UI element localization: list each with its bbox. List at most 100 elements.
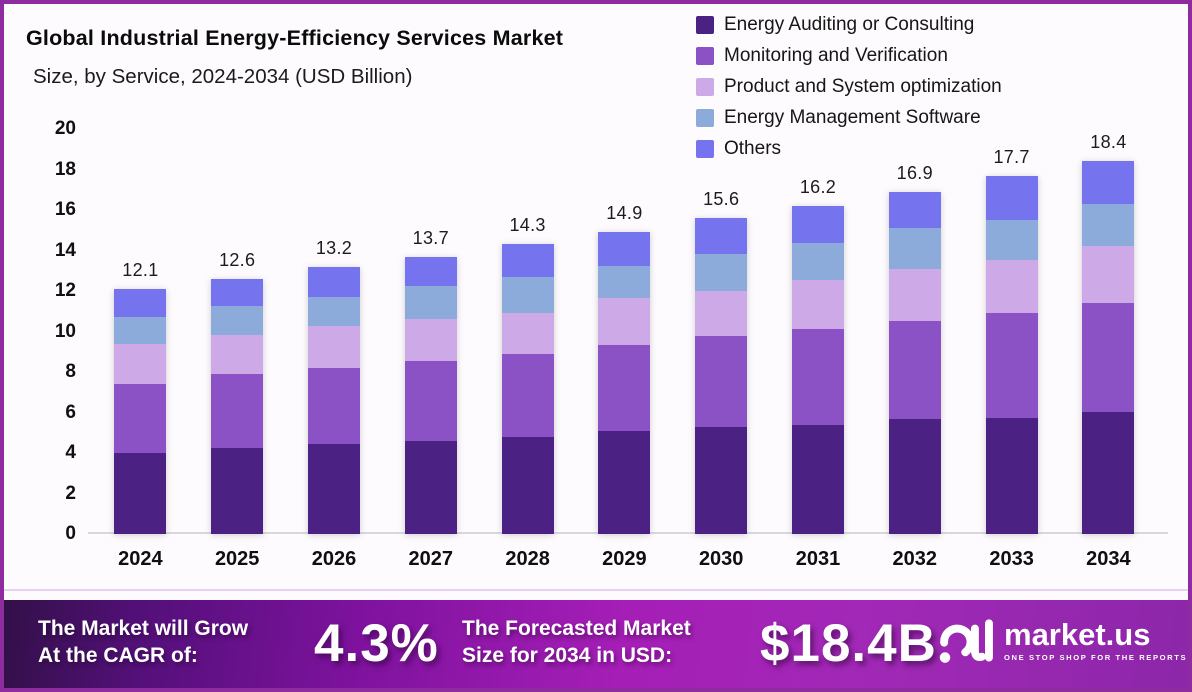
y-tick-label: 18 (54, 158, 76, 180)
bar-segment (1082, 246, 1135, 304)
bar-segment (211, 278, 264, 307)
x-axis-label: 2030 (698, 548, 744, 570)
bar-segment (985, 259, 1038, 314)
legend-item: Monitoring and Verification (696, 40, 1002, 71)
bar-segment (308, 326, 360, 368)
bar-total-label: 13.7 (412, 227, 449, 248)
stacked-bar (985, 175, 1038, 534)
y-tick-label: 12 (54, 280, 76, 301)
bar-segment (695, 335, 748, 427)
logo-text: market.us (1004, 617, 1151, 652)
stacked-bar (695, 218, 748, 534)
bar-segment (308, 266, 360, 298)
bar-segment (404, 319, 457, 361)
bar-total-label: 17.7 (993, 146, 1030, 167)
stacked-bar (211, 278, 264, 534)
bar-segment (211, 334, 264, 375)
chart-plot-area: 0 2 4 6 8 10 12 14 16 18 20 12.1 2024 12.6 2025 13.2 202… (4, 4, 1188, 688)
bar-segment (598, 265, 651, 299)
logo-wordmark: market.us ONE STOP SHOP FOR THE REPORTS (1004, 617, 1187, 663)
cagr-label: The Market will Grow At the CAGR of: (38, 615, 248, 669)
cagr-banner: The Market will Grow At the CAGR of: 4.3… (4, 600, 1188, 688)
bar-segment (114, 384, 167, 453)
bar-segment (114, 452, 167, 534)
bar-segment (985, 220, 1038, 260)
bar-segment (211, 306, 264, 335)
legend-label: Energy Management Software (724, 106, 981, 128)
bar-total-label: 13.2 (315, 237, 353, 258)
bar-total-label: 14.3 (509, 215, 546, 236)
legend-swatch (696, 46, 714, 65)
bar-segment (308, 297, 360, 327)
bar-segment (114, 317, 167, 344)
logo-glyph-icon (939, 619, 993, 663)
bar-segment (501, 313, 554, 354)
forecast-label-line2: Size for 2034 in USD: (462, 644, 673, 667)
y-tick-label: 6 (65, 401, 76, 423)
bar-segment (404, 440, 457, 534)
bar-segment (985, 175, 1038, 221)
bar-total-label: 14.9 (606, 203, 643, 224)
x-axis-label: 2031 (795, 548, 841, 570)
forecast-label-line1: The Forecasted Market (462, 617, 691, 640)
bar-total-label: 18.4 (1090, 132, 1127, 153)
divider-line (4, 589, 1188, 591)
x-axis-label: 2032 (892, 548, 938, 570)
bar-segment (792, 329, 844, 425)
legend-label: Monitoring and Verification (724, 44, 948, 66)
bar-segment (985, 313, 1038, 418)
y-tick-label: 20 (54, 118, 76, 139)
legend-swatch (696, 108, 714, 127)
x-axis-label: 2033 (989, 548, 1034, 570)
bar-segment (308, 367, 360, 444)
y-tick-label: 2 (65, 482, 76, 504)
legend-item: Energy Auditing or Consulting (696, 9, 1002, 40)
legend-swatch (696, 139, 714, 158)
stacked-bar (1082, 161, 1135, 534)
bar-segment (792, 205, 844, 244)
bar-segment (792, 424, 844, 534)
bar-segment (1082, 161, 1135, 204)
bar-segment (1082, 203, 1135, 247)
bar-segment (404, 285, 457, 320)
bar-total-label: 16.9 (896, 162, 933, 183)
bar-total-label: 12.1 (122, 259, 159, 280)
cagr-label-line2: At the CAGR of: (38, 644, 198, 667)
stacked-bar (308, 266, 360, 534)
forecast-value: $18.4B (760, 614, 937, 673)
bar-segment (792, 243, 844, 280)
stacked-bar (792, 205, 844, 534)
market-us-logo: market.us ONE STOP SHOP FOR THE REPORTS (938, 612, 1187, 668)
bar-segment (888, 268, 941, 322)
stacked-bar (598, 232, 651, 534)
forecast-label: The Forecasted Market Size for 2034 in U… (462, 615, 691, 669)
y-tick-label: 8 (65, 361, 76, 382)
stacked-bar (501, 244, 554, 534)
stacked-bar (404, 256, 457, 534)
bar-segment (888, 191, 941, 229)
bar-segment (695, 291, 748, 336)
y-tick-label: 14 (54, 239, 76, 261)
bar-segment (1082, 412, 1135, 534)
bar-segment (598, 298, 651, 345)
legend-item: Others (696, 133, 1002, 164)
bar-segment (888, 228, 941, 269)
bar-total-label: 16.2 (799, 176, 837, 197)
legend-label: Energy Auditing or Consulting (724, 13, 975, 35)
legend-label: Others (724, 137, 782, 159)
bar-segment (695, 426, 748, 534)
y-tick-label: 0 (65, 523, 76, 544)
bar-total-label: 12.6 (219, 249, 256, 270)
x-axis-label: 2027 (408, 548, 454, 570)
legend-swatch (696, 15, 714, 34)
bar-segment (211, 374, 264, 448)
legend-item: Energy Management Software (696, 102, 1002, 133)
bar-segment (114, 343, 167, 385)
stacked-bar (888, 191, 941, 534)
bar-segment (695, 253, 748, 291)
bar-segment (888, 418, 941, 534)
legend-label: Product and System optimization (724, 75, 1002, 97)
bar-segment (1082, 303, 1135, 413)
legend: Energy Auditing or Consulting Monitoring … (696, 9, 1002, 164)
